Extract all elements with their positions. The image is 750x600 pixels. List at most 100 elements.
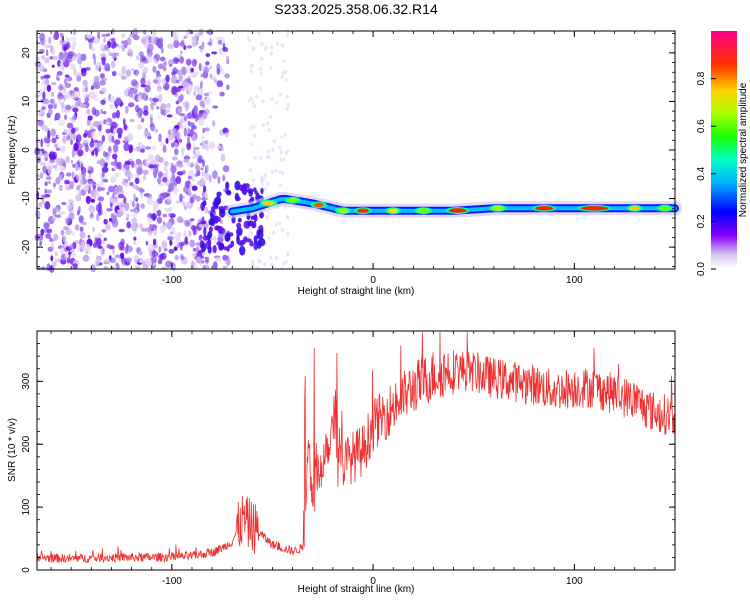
noise-speckle [71,149,75,158]
noise-speckle [208,141,216,150]
noise-speckle [96,186,102,192]
noise-speckle [85,195,91,205]
noise-speckle [171,71,176,76]
noise-speckle [239,239,246,245]
noise-speckle [46,84,52,92]
noise-speckle [208,226,213,233]
noise-speckle [35,67,41,71]
noise-speckle [55,74,59,81]
noise-speckle [175,236,181,244]
noise-speckle [124,259,131,263]
noise-speckle [193,37,196,47]
noise-speckle [225,181,230,190]
noise-speckle [204,127,210,132]
noise-speckle [103,77,108,81]
noise-speckle [252,125,256,129]
noise-speckle [183,45,187,50]
noise-speckle [167,43,174,49]
noise-speckle [219,208,226,218]
noise-speckle [222,174,226,182]
noise-speckle [111,52,116,59]
noise-speckle [191,125,197,130]
noise-speckle [147,194,152,199]
noise-speckle [54,117,57,121]
noise-speckle [59,166,66,172]
noise-speckle [79,62,83,71]
noise-speckle [247,220,254,227]
noise-speckle [170,231,173,235]
noise-speckle [63,226,69,231]
noise-speckle [133,147,138,151]
noise-speckle [104,63,111,72]
noise-speckle [270,262,274,267]
noise-speckle [263,47,267,51]
noise-speckle [64,253,70,259]
noise-speckle [53,104,57,109]
noise-speckle [237,217,242,223]
noise-speckle [253,133,257,138]
noise-speckle [84,144,89,153]
noise-speckle [61,201,67,206]
noise-speckle [59,173,66,177]
noise-speckle [70,253,77,257]
noise-speckle [162,213,167,218]
noise-speckle [131,217,137,225]
noise-speckle [122,261,125,267]
noise-speckle [150,256,157,264]
noise-speckle [180,256,185,261]
noise-speckle [121,65,126,75]
noise-speckle [165,109,171,113]
snr-xtick-label: -100 [162,576,182,587]
noise-speckle [217,233,225,238]
noise-speckle [90,130,97,138]
noise-speckle [257,229,264,240]
noise-speckle [177,107,182,114]
noise-speckle [280,228,284,233]
noise-speckle [71,171,75,179]
noise-speckle [45,189,53,194]
noise-speckle [143,131,148,139]
noise-speckle [213,236,217,245]
noise-speckle [109,257,116,264]
noise-speckle [51,64,55,69]
noise-speckle [75,134,82,143]
noise-speckle [269,256,273,260]
noise-speckle [139,148,145,153]
noise-speckle [67,51,75,57]
noise-speckle [35,143,40,147]
noise-speckle [53,182,57,188]
noise-speckle [148,97,153,102]
noise-speckle [207,245,212,254]
noise-speckle [198,117,205,126]
noise-speckle [260,181,264,186]
noise-speckle [167,212,171,217]
noise-speckle [40,228,45,236]
noise-speckle [38,49,45,54]
noise-speckle [59,145,66,153]
noise-speckle [256,258,260,263]
noise-speckle [270,45,274,50]
noise-speckle [77,97,81,102]
noise-speckle [210,237,215,241]
noise-speckle [282,59,286,63]
noise-speckle [264,173,267,178]
noise-speckle [43,99,49,107]
noise-speckle [198,224,203,228]
noise-speckle [133,236,137,241]
noise-speckle [111,135,115,143]
signal-peak [417,208,430,213]
noise-speckle [171,181,177,187]
noise-speckle [42,165,47,174]
noise-speckle [36,110,42,117]
noise-speckle [60,108,65,113]
noise-speckle [87,181,94,188]
noise-speckle [180,50,183,55]
noise-speckle [54,214,62,218]
noise-speckle [132,88,138,94]
noise-speckle [46,263,50,267]
noise-speckle [272,230,276,235]
noise-speckle [87,234,91,239]
colorbar-tick-label: 0.0 [696,262,707,276]
noise-speckle [44,157,48,161]
noise-speckle [112,247,115,255]
